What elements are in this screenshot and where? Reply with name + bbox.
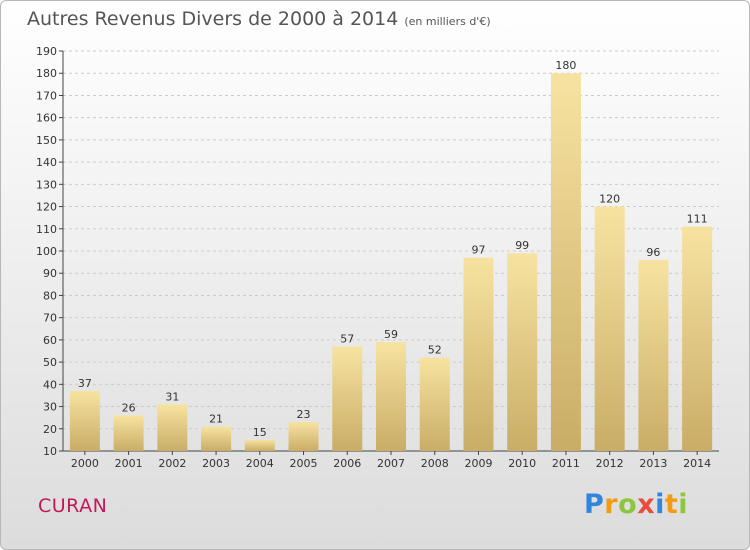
y-tick-label: 180 xyxy=(36,67,57,80)
y-tick-label: 50 xyxy=(43,356,57,369)
x-tick-label: 2003 xyxy=(202,457,230,470)
x-tick-label: 2012 xyxy=(596,457,624,470)
bar-value-label: 180 xyxy=(555,59,576,72)
y-tick-label: 190 xyxy=(36,45,57,58)
bar-value-label: 52 xyxy=(428,344,442,357)
bar-value-label: 15 xyxy=(253,426,267,439)
bar xyxy=(113,415,144,451)
bar xyxy=(288,422,319,451)
x-tick-label: 2000 xyxy=(71,457,99,470)
bar-value-label: 26 xyxy=(122,401,136,414)
y-tick-label: 60 xyxy=(43,334,57,347)
x-tick-label: 2001 xyxy=(115,457,143,470)
bar-value-label: 57 xyxy=(340,333,354,346)
y-tick-label: 140 xyxy=(36,156,57,169)
bar xyxy=(69,391,100,451)
logo-letter: P xyxy=(584,489,605,520)
x-tick-label: 2014 xyxy=(683,457,711,470)
bar xyxy=(376,342,406,451)
bar-value-label: 99 xyxy=(515,239,529,252)
bar-value-label: 59 xyxy=(384,328,398,341)
y-tick-label: 10 xyxy=(43,445,57,458)
logo-letter: t xyxy=(664,489,679,520)
x-tick-label: 2008 xyxy=(421,457,449,470)
bar xyxy=(463,257,494,451)
logo-letter: o xyxy=(618,489,638,520)
bar xyxy=(201,426,232,451)
y-tick-label: 160 xyxy=(36,112,57,125)
y-tick-label: 110 xyxy=(36,223,57,236)
bar-value-label: 23 xyxy=(297,408,311,421)
x-tick-label: 2009 xyxy=(464,457,492,470)
chart-subtitle: (en milliers d'€) xyxy=(404,15,491,28)
chart-title-text: Autres Revenus Divers de 2000 à 2014 xyxy=(27,8,399,30)
bar-value-label: 96 xyxy=(646,246,660,259)
bar xyxy=(638,259,669,451)
x-tick-label: 2007 xyxy=(377,457,405,470)
bar xyxy=(157,404,188,451)
logo-letter: i xyxy=(678,489,689,520)
y-tick-label: 120 xyxy=(36,201,57,214)
proxiti-logo[interactable]: Proxiti xyxy=(584,489,688,520)
y-tick-label: 40 xyxy=(43,378,57,391)
bar xyxy=(244,439,275,451)
x-tick-label: 2013 xyxy=(639,457,667,470)
bar xyxy=(332,346,363,451)
bar-value-label: 31 xyxy=(165,390,179,403)
bar-value-label: 97 xyxy=(471,244,485,257)
bar xyxy=(507,253,538,451)
bar xyxy=(682,226,713,451)
bar xyxy=(594,206,625,451)
x-tick-label: 2002 xyxy=(158,457,186,470)
y-tick-label: 30 xyxy=(43,401,57,414)
bar xyxy=(419,357,450,451)
chart-title: Autres Revenus Divers de 2000 à 2014 (en … xyxy=(27,8,491,30)
x-tick-label: 2010 xyxy=(508,457,536,470)
city-label: CURAN xyxy=(38,495,108,517)
x-tick-label: 2004 xyxy=(246,457,274,470)
y-tick-label: 80 xyxy=(43,289,57,302)
y-tick-label: 100 xyxy=(36,245,57,258)
y-tick-label: 70 xyxy=(43,312,57,325)
y-tick-label: 130 xyxy=(36,178,57,191)
logo-letter: x xyxy=(637,489,656,520)
y-tick-label: 170 xyxy=(36,89,57,102)
bar-value-label: 120 xyxy=(599,193,620,206)
y-tick-label: 90 xyxy=(43,267,57,280)
x-tick-label: 2005 xyxy=(290,457,318,470)
x-tick-label: 2006 xyxy=(333,457,361,470)
y-tick-label: 20 xyxy=(43,423,57,436)
bar-value-label: 37 xyxy=(78,377,92,390)
bar xyxy=(550,73,581,451)
x-tick-label: 2011 xyxy=(552,457,580,470)
logo-letter: r xyxy=(604,489,619,520)
bar-value-label: 21 xyxy=(209,413,223,426)
bar-value-label: 111 xyxy=(687,213,708,226)
y-tick-label: 150 xyxy=(36,134,57,147)
logo-letter: i xyxy=(655,489,665,520)
